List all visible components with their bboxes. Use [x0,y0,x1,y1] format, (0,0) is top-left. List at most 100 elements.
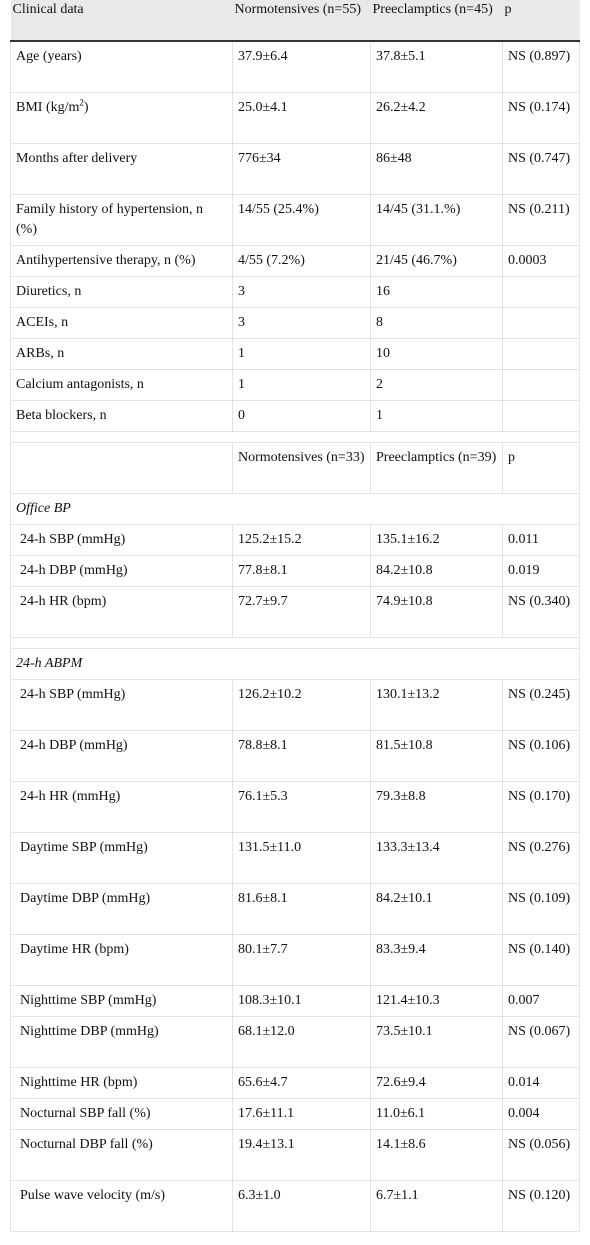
p-value: 0.011 [502,524,580,556]
normotensive-value: 81.6±8.1 [232,883,371,935]
preeclamptic-value: 133.3±13.4 [370,832,503,884]
p-value: NS (0.276) [502,832,580,884]
row-label: Daytime DBP (mmHg) [10,883,233,935]
row-label: Nighttime HR (bpm) [10,1067,233,1099]
subheader-empty [10,442,233,494]
normotensive-value: 1 [232,338,371,370]
preeclamptic-value: 6.7±1.1 [370,1180,503,1232]
preeclamptic-value: 130.1±13.2 [370,679,503,731]
header-p-value: p [502,0,580,42]
table-row: Antihypertensive therapy, n (%) 4/55 (7.… [10,245,580,277]
p-value [502,400,580,432]
table-row: BMI (kg/m2) 25.0±4.1 26.2±4.2 NS (0.174) [10,92,580,144]
table-row: 24-h HR (bpm) 72.7±9.7 74.9±10.8 NS (0.3… [10,586,580,638]
section-row-abpm: 24-h ABPM [10,648,580,680]
row-label: Nocturnal SBP fall (%) [10,1098,233,1130]
normotensive-value: 19.4±13.1 [232,1129,371,1181]
normotensive-value: 6.3±1.0 [232,1180,371,1232]
normotensive-value: 17.6±11.1 [232,1098,371,1130]
p-value [502,338,580,370]
p-value [502,307,580,339]
preeclamptic-value: 14.1±8.6 [370,1129,503,1181]
p-value: 0.014 [502,1067,580,1099]
normotensive-value: 80.1±7.7 [232,934,371,986]
preeclamptic-value: 73.5±10.1 [370,1016,503,1068]
row-label: ACEIs, n [10,307,233,339]
preeclamptic-value: 135.1±16.2 [370,524,503,556]
row-label: Daytime HR (bpm) [10,934,233,986]
row-label: BMI (kg/m2) [10,92,233,144]
normotensive-value: 78.8±8.1 [232,730,371,782]
subheader-p-value: p [502,442,580,494]
normotensive-value: 76.1±5.3 [232,781,371,833]
header-normotensives: Normotensives (n=55) [232,0,371,42]
preeclamptic-value: 1 [370,400,503,432]
row-label: Antihypertensive therapy, n (%) [10,245,233,277]
normotensive-value: 1 [232,369,371,401]
table-row: Nocturnal SBP fall (%) 17.6±11.1 11.0±6.… [10,1098,580,1130]
table-row: Beta blockers, n 0 1 [10,400,580,432]
table-row: Pulse wave velocity (m/s) 6.3±1.0 6.7±1.… [10,1180,580,1232]
p-value: 0.004 [502,1098,580,1130]
preeclamptic-value: 79.3±8.8 [370,781,503,833]
normotensive-value: 37.9±6.4 [232,40,371,93]
row-label: 24-h HR (mmHg) [10,781,233,833]
preeclamptic-value: 14/45 (31.1.%) [370,194,503,246]
section-title: Office BP [10,493,580,525]
table-row: 24-h SBP (mmHg) 125.2±15.2 135.1±16.2 0.… [10,524,580,556]
preeclamptic-value: 26.2±4.2 [370,92,503,144]
row-label: Nighttime DBP (mmHg) [10,1016,233,1068]
row-label: Months after delivery [10,143,233,195]
p-value: 0.019 [502,555,580,587]
preeclamptic-value: 16 [370,276,503,308]
header-preeclamptics: Preeclamptics (n=45) [370,0,503,42]
p-value: NS (0.174) [502,92,580,144]
table-row: 24-h DBP (mmHg) 77.8±8.1 84.2±10.8 0.019 [10,555,580,587]
p-value: NS (0.211) [502,194,580,246]
normotensive-value: 125.2±15.2 [232,524,371,556]
row-label: Nighttime SBP (mmHg) [10,985,233,1017]
row-label-text: BMI (kg/m [16,100,80,115]
table-row: 24-h HR (mmHg) 76.1±5.3 79.3±8.8 NS (0.1… [10,781,580,833]
preeclamptic-value: 84.2±10.1 [370,883,503,935]
table-row: Nighttime HR (bpm) 65.6±4.7 72.6±9.4 0.0… [10,1067,580,1099]
preeclamptic-value: 37.8±5.1 [370,40,503,93]
table-row: Daytime SBP (mmHg) 131.5±11.0 133.3±13.4… [10,832,580,884]
table-row: Months after delivery 776±34 86±48 NS (0… [10,143,580,195]
table-row: Daytime HR (bpm) 80.1±7.7 83.3±9.4 NS (0… [10,934,580,986]
table-row: Age (years) 37.9±6.4 37.8±5.1 NS (0.897) [10,40,580,93]
normotensive-value: 3 [232,307,371,339]
row-label: 24-h SBP (mmHg) [10,679,233,731]
preeclamptic-value: 81.5±10.8 [370,730,503,782]
p-value [502,369,580,401]
spacer-row [10,431,580,443]
preeclamptic-value: 72.6±9.4 [370,1067,503,1099]
row-label: Nocturnal DBP fall (%) [10,1129,233,1181]
row-label: Pulse wave velocity (m/s) [10,1180,233,1232]
subheader-row: Normotensives (n=33) Preeclamptics (n=39… [10,442,580,494]
normotensive-value: 0 [232,400,371,432]
preeclamptic-value: 21/45 (46.7%) [370,245,503,277]
row-label: 24-h SBP (mmHg) [10,524,233,556]
p-value: NS (0.109) [502,883,580,935]
table-row: ACEIs, n 3 8 [10,307,580,339]
row-label: Calcium antagonists, n [10,369,233,401]
preeclamptic-value: 11.0±6.1 [370,1098,503,1130]
row-label: 24-h HR (bpm) [10,586,233,638]
table-row: Nocturnal DBP fall (%) 19.4±13.1 14.1±8.… [10,1129,580,1181]
table-row: Family history of hypertension, n (%) 14… [10,194,580,246]
normotensive-value: 108.3±10.1 [232,985,371,1017]
p-value: NS (0.106) [502,730,580,782]
preeclamptic-value: 74.9±10.8 [370,586,503,638]
p-value: NS (0.340) [502,586,580,638]
row-label: Family history of hypertension, n (%) [10,194,233,246]
normotensive-value: 25.0±4.1 [232,92,371,144]
section-row-office-bp: Office BP [10,493,580,525]
p-value: NS (0.747) [502,143,580,195]
preeclamptic-value: 121.4±10.3 [370,985,503,1017]
normotensive-value: 68.1±12.0 [232,1016,371,1068]
table-row: Daytime DBP (mmHg) 81.6±8.1 84.2±10.1 NS… [10,883,580,935]
table-row: Nighttime DBP (mmHg) 68.1±12.0 73.5±10.1… [10,1016,580,1068]
p-value: NS (0.897) [502,40,580,93]
row-label-text-end: ) [83,100,89,115]
